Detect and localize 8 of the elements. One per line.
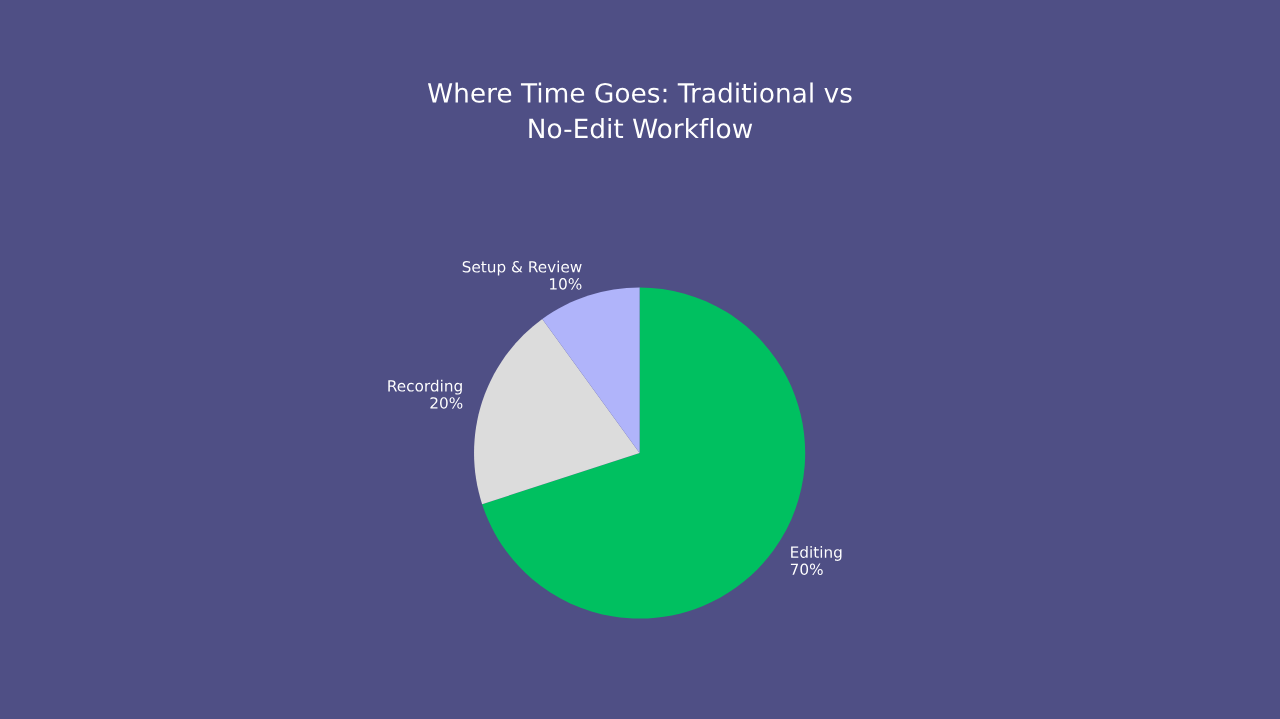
slice-label: Recording (388, 379, 462, 395)
chart-title: Where Time Goes: Traditional vs No-Edit Workflow (427, 82, 852, 139)
slice-label: Setup & Review (462, 260, 582, 276)
data-label: 20% (430, 397, 463, 409)
pie-slice (474, 319, 640, 505)
slice-label: Editing (791, 546, 842, 561)
data-label: 70% (790, 563, 823, 576)
data-label: 10% (550, 278, 582, 290)
